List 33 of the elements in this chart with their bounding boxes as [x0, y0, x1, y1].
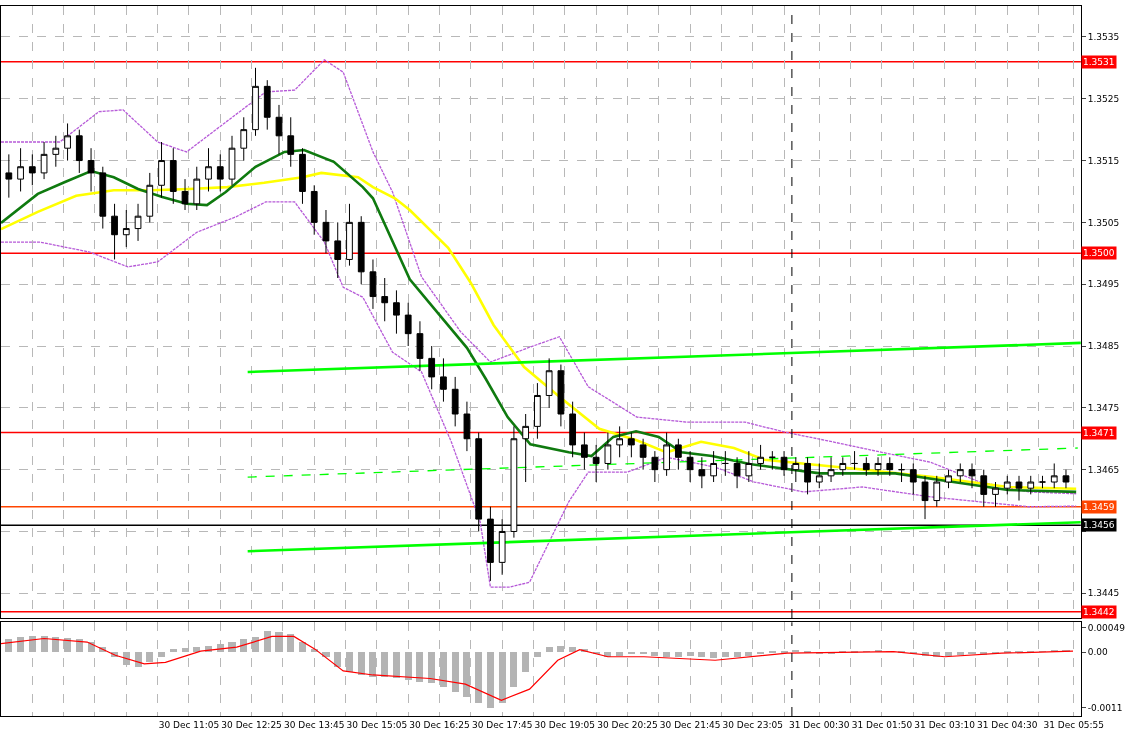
y-tick-label: 0.00 — [1087, 647, 1108, 658]
ref-line-label: 1.3456 — [1083, 520, 1115, 530]
x-tick-label: 31 Dec 01:50 — [851, 719, 913, 730]
x-tick-label: 30 Dec 17:45 — [471, 719, 533, 730]
y-tick-label: 1.3535 — [1087, 32, 1120, 43]
x-tick-label: 31 Dec 04:30 — [976, 719, 1038, 730]
y-tick-label: -0.0011 — [1087, 703, 1123, 714]
y-tick-label: 1.3515 — [1087, 155, 1120, 166]
x-tick-label: 30 Dec 19:05 — [534, 719, 596, 730]
y-tick-label: 1.3495 — [1087, 279, 1120, 290]
ref-line-label: 1.3459 — [1083, 502, 1115, 512]
y-tick-label: 1.3505 — [1087, 217, 1120, 228]
y-tick-label: 1.3475 — [1087, 402, 1120, 413]
x-tick-label: 30 Dec 23:05 — [722, 719, 784, 730]
y-tick-label: 1.3525 — [1087, 93, 1120, 104]
y-tick-label: 0.00049 — [1087, 622, 1126, 633]
y-tick-label: 1.3465 — [1087, 464, 1120, 475]
x-tick-label: 30 Dec 16:25 — [409, 719, 470, 730]
x-tick-label: 30 Dec 21:45 — [659, 719, 721, 730]
x-tick-label: 31 Dec 00:30 — [789, 719, 850, 730]
ref-line-label: 1.3442 — [1083, 607, 1115, 617]
x-tick-label: 30 Dec 12:25 — [221, 719, 282, 730]
x-tick-label: 30 Dec 20:25 — [597, 719, 658, 730]
y-tick-label: 1.3485 — [1087, 341, 1120, 352]
x-tick-label: 31 Dec 03:10 — [914, 719, 976, 730]
y-tick-label: 1.3445 — [1087, 588, 1120, 599]
x-tick-label: 30 Dec 13:45 — [283, 719, 345, 730]
x-tick-label: 30 Dec 11:05 — [158, 719, 220, 730]
ref-line-label: 1.3500 — [1083, 248, 1115, 258]
ref-line-label: 1.3531 — [1083, 57, 1115, 67]
x-tick-label: 31 Dec 05:55 — [1043, 719, 1105, 730]
ref-line-label: 1.3471 — [1083, 428, 1115, 438]
x-tick-label: 30 Dec 15:05 — [346, 719, 408, 730]
